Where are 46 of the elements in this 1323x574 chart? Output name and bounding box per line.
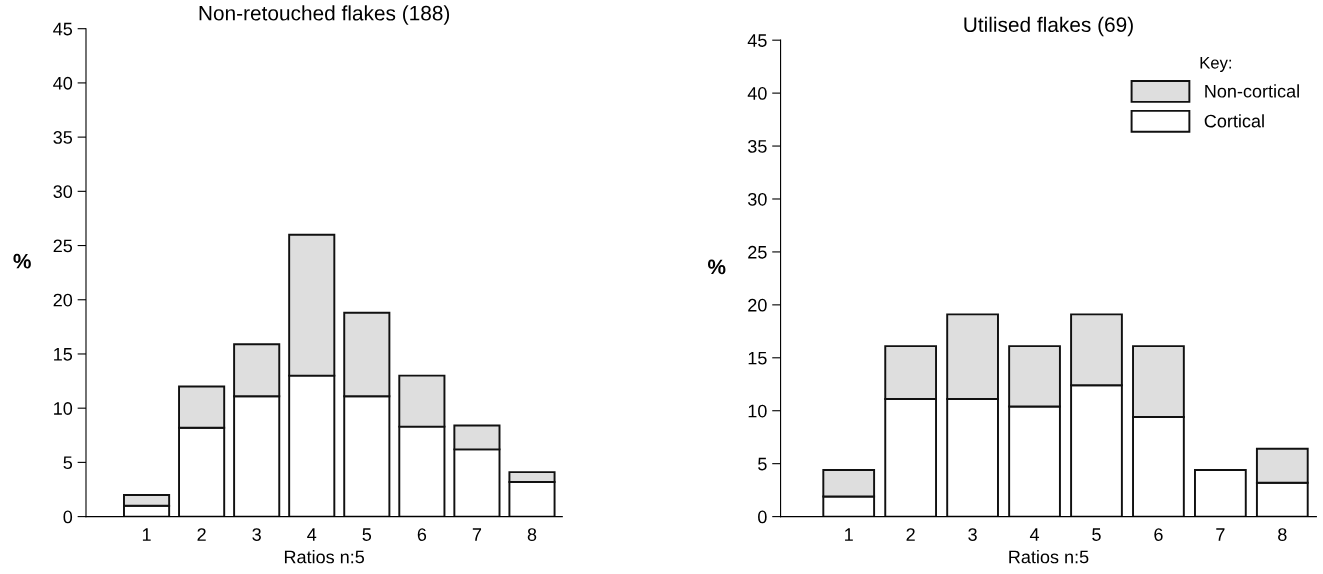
legend-title: Key: xyxy=(1200,57,1232,72)
x-tick-label: 3 xyxy=(252,528,261,541)
chart-title: Non-retouched flakes (188) xyxy=(199,5,450,25)
y-tick-label: 30 xyxy=(747,192,767,206)
x-axis-title: Ratios n:5 xyxy=(284,550,365,564)
y-axis-title: % xyxy=(707,259,726,275)
y-tick-label: 40 xyxy=(747,87,767,100)
y-tick-label: 40 xyxy=(53,76,73,90)
x-axis-title: Ratios n:5 xyxy=(1009,550,1089,564)
bar xyxy=(1194,469,1247,517)
y-tick-label: 5 xyxy=(758,457,767,471)
y-tick-label: 30 xyxy=(53,185,73,199)
x-tick-label: 4 xyxy=(1029,528,1040,541)
y-tick-label: 15 xyxy=(54,348,73,361)
x-tick-label: 6 xyxy=(417,528,427,541)
x-tick-label: 8 xyxy=(527,528,537,541)
y-tick-label: 15 xyxy=(748,351,767,365)
y-tick-label: 45 xyxy=(53,22,73,36)
x-tick-label: 1 xyxy=(845,528,853,541)
y-axis-title: % xyxy=(13,253,31,269)
y-tick-label: 0 xyxy=(758,510,767,524)
x-tick-label: 8 xyxy=(1278,528,1287,541)
x-tick-label: 6 xyxy=(1154,528,1163,541)
x-tick-label: 4 xyxy=(307,528,317,541)
y-tick-label: 10 xyxy=(748,404,767,418)
x-tick-label: 5 xyxy=(1092,528,1101,541)
y-tick-label: 35 xyxy=(53,131,73,144)
x-tick-label: 1 xyxy=(142,528,151,541)
x-tick-label: 3 xyxy=(968,528,977,541)
y-tick-label: 5 xyxy=(63,456,73,470)
y-tick-label: 35 xyxy=(747,139,767,153)
y-tick-label: 20 xyxy=(748,298,767,312)
legend-label: Cortical xyxy=(1204,114,1264,128)
chart-title: Utilised flakes (69) xyxy=(964,16,1133,37)
x-tick-label: 7 xyxy=(472,528,482,541)
legend-label: Non-cortical xyxy=(1205,84,1299,98)
x-tick-label: 2 xyxy=(906,528,915,541)
y-tick-label: 25 xyxy=(748,245,767,259)
x-tick-label: 7 xyxy=(1216,528,1225,541)
y-tick-label: 0 xyxy=(63,510,73,524)
x-tick-label: 2 xyxy=(197,528,206,541)
y-tick-label: 45 xyxy=(747,34,767,47)
y-tick-label: 20 xyxy=(53,293,73,307)
y-tick-label: 10 xyxy=(54,402,73,415)
y-tick-label: 25 xyxy=(53,239,73,253)
x-tick-label: 5 xyxy=(362,528,372,541)
